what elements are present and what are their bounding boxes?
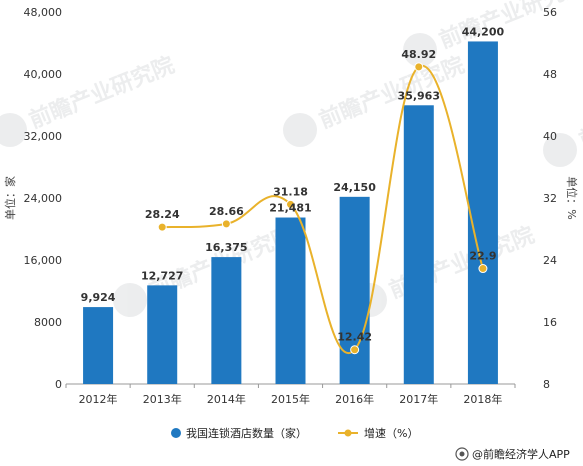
watermark-text: 前瞻产业研究院 <box>316 52 469 134</box>
bar-value-label: 35,963 <box>398 89 440 102</box>
line-point <box>157 222 167 232</box>
bar <box>403 105 434 385</box>
bar <box>275 217 306 384</box>
y-left-tick-label: 8000 <box>34 316 62 329</box>
bar <box>83 307 114 384</box>
watermark-logo-icon <box>543 133 577 167</box>
y-left-tick-label: 40,000 <box>24 68 63 81</box>
y-left-tick-label: 16,000 <box>24 254 63 267</box>
bar-value-label: 16,375 <box>205 241 247 254</box>
watermark: 前瞻产业研究院 <box>353 222 538 317</box>
source-text: @前瞻经济学人APP <box>472 447 570 461</box>
y-right-tick-label: 56 <box>543 6 557 19</box>
watermark-logo-icon <box>0 113 27 147</box>
bar-value-label: 12,727 <box>141 269 183 282</box>
line-value-label: 28.24 <box>145 208 180 221</box>
legend-bar-swatch <box>171 428 181 438</box>
legend-bar-label: 我国连锁酒店数量（家） <box>186 426 307 440</box>
watermark: 前瞻产业研究院 <box>283 52 468 147</box>
watermark-text: 前瞻产业研究院 <box>436 0 583 54</box>
line-point <box>414 62 424 72</box>
watermark-text: 前瞻产业研究院 <box>576 72 583 154</box>
y-right-tick-label: 32 <box>543 192 557 205</box>
bar-series <box>83 41 498 385</box>
x-tick-label: 2017年 <box>399 392 438 406</box>
x-tick-label: 2014年 <box>207 392 246 406</box>
bar-value-label: 44,200 <box>462 25 505 38</box>
line-value-label: 28.66 <box>209 205 244 218</box>
bar-value-label: 9,924 <box>81 291 116 304</box>
y-left-tick-label: 32,000 <box>24 130 63 143</box>
x-tick-label: 2018年 <box>463 392 502 406</box>
line-value-label: 31.18 <box>273 185 308 198</box>
y-right-axis-title: 单位：% <box>565 176 579 219</box>
x-tick-label: 2012年 <box>79 392 118 406</box>
legend-line-label: 增速（%） <box>364 426 418 440</box>
x-tick-label: 2016年 <box>335 392 374 406</box>
source-logo-icon <box>455 447 469 461</box>
line-value-label: 12.42 <box>337 331 372 344</box>
line-series <box>157 62 488 355</box>
bar <box>211 257 242 384</box>
y-left-axis-title: 单位：家 <box>3 176 17 220</box>
footer: @前瞻经济学人APP <box>455 447 570 461</box>
bar-value-label: 24,150 <box>333 181 376 194</box>
y-right-tick-label: 40 <box>543 130 557 143</box>
line-point <box>350 345 360 355</box>
x-tick-label: 2015年 <box>271 392 310 406</box>
line-value-label: 48.92 <box>401 48 436 61</box>
y-left-tick-label: 0 <box>55 378 62 391</box>
axes: 0 8000 16,000 24,000 32,000 40,000 48,000 8 16 24… <box>3 6 579 406</box>
data-labels: 9,924 12,727 16,375 21,481 24,150 35,963 44,20… <box>81 25 505 343</box>
watermark-logo-icon <box>283 113 317 147</box>
y-left-tick-label: 24,000 <box>24 192 63 205</box>
line-point <box>221 219 231 229</box>
y-right-tick-label: 48 <box>543 68 557 81</box>
legend-line-marker <box>344 429 352 437</box>
y-right-tick-label: 24 <box>543 254 557 267</box>
bar <box>339 196 370 384</box>
watermark-logo-icon <box>403 33 437 67</box>
watermark: 前瞻产业研究院 <box>543 72 583 167</box>
x-tick-label: 2013年 <box>143 392 182 406</box>
bar <box>467 41 498 384</box>
line-point <box>286 199 295 209</box>
bar-value-label: 21,481 <box>269 202 311 215</box>
watermark-logo-icon <box>113 283 147 317</box>
watermark-text: 前瞻产业研究院 <box>26 52 179 134</box>
line-point <box>478 264 488 274</box>
y-right-tick-label: 8 <box>543 378 550 391</box>
y-right-tick-label: 16 <box>543 316 557 329</box>
bar <box>147 285 178 384</box>
y-left-tick-label: 48,000 <box>24 6 63 19</box>
line-value-label: 22.9 <box>469 250 496 263</box>
legend: 我国连锁酒店数量（家） 增速（%） <box>171 426 418 440</box>
